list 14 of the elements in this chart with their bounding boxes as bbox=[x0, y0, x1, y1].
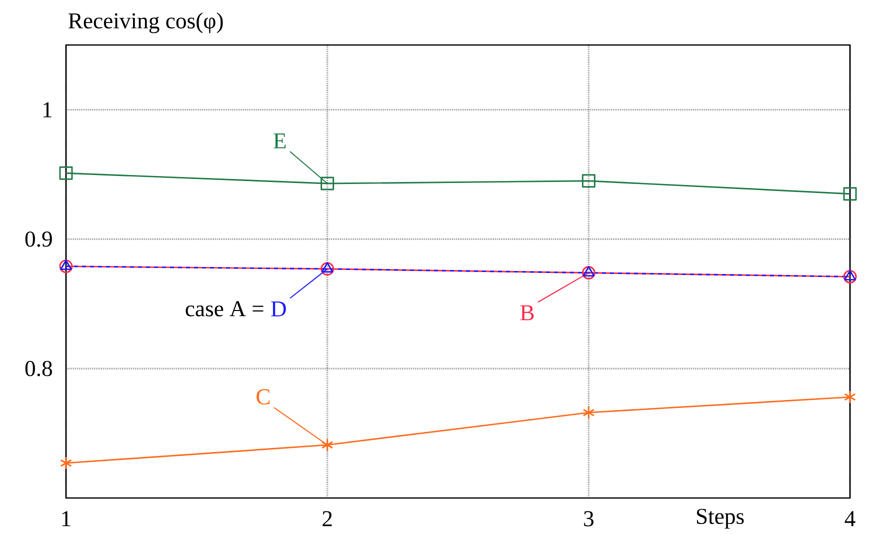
series-label: D bbox=[271, 301, 286, 316]
y-tick-label: 0.8 bbox=[25, 360, 52, 376]
series-label: B bbox=[520, 305, 534, 320]
x-tick-label: 3 bbox=[584, 511, 594, 526]
x-tick-label: 1 bbox=[62, 511, 70, 526]
y-tick-label: 0.9 bbox=[25, 231, 52, 247]
x-tick-label: 2 bbox=[322, 511, 332, 526]
x-axis-title: Steps bbox=[696, 508, 744, 529]
annotation: case A = bbox=[186, 301, 264, 316]
x-tick-label: 4 bbox=[844, 511, 856, 526]
y-axis-title: Receiving cos(φ) bbox=[68, 12, 223, 34]
series-label: E bbox=[274, 133, 286, 148]
series-label: C bbox=[256, 389, 270, 404]
y-tick-label: 1 bbox=[44, 102, 52, 118]
